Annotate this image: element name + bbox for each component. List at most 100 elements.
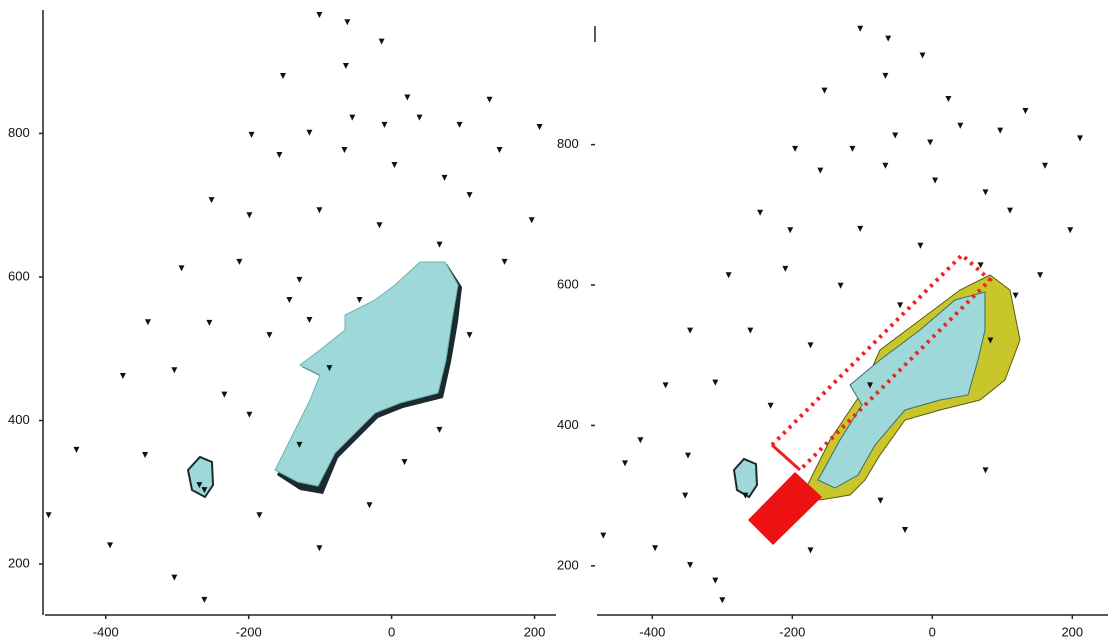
point xyxy=(808,342,814,348)
point xyxy=(768,403,774,409)
point xyxy=(787,227,793,233)
point xyxy=(401,459,407,465)
point xyxy=(857,226,863,232)
point xyxy=(467,332,473,338)
y-tick-label: 400 xyxy=(8,412,30,427)
y-tick-label: 200 xyxy=(8,555,30,570)
point xyxy=(932,177,938,183)
point xyxy=(201,597,207,603)
point xyxy=(920,52,926,58)
point xyxy=(712,578,718,584)
point xyxy=(276,152,282,158)
point xyxy=(878,498,884,504)
y-tick-label: 800 xyxy=(8,125,30,140)
point xyxy=(622,460,628,466)
point xyxy=(817,168,823,174)
point xyxy=(256,512,262,518)
point xyxy=(107,542,113,548)
y-tick-label: 400 xyxy=(557,417,579,432)
left-surfaces xyxy=(188,262,462,497)
point xyxy=(1013,293,1019,299)
point xyxy=(306,130,312,136)
point xyxy=(682,493,688,499)
point xyxy=(1007,208,1013,214)
point xyxy=(316,207,322,213)
point xyxy=(497,147,503,153)
point xyxy=(997,128,1003,134)
point xyxy=(537,124,543,130)
point xyxy=(296,277,302,283)
point xyxy=(316,12,322,18)
right-surfaces xyxy=(734,275,1020,500)
y-tick-label: 600 xyxy=(557,276,579,291)
point xyxy=(687,562,693,568)
point xyxy=(857,26,863,32)
point xyxy=(885,36,891,42)
point xyxy=(416,115,422,121)
point xyxy=(1042,163,1048,169)
point xyxy=(663,382,669,388)
point xyxy=(46,512,52,518)
y-tick-label: 200 xyxy=(557,557,579,572)
point xyxy=(344,19,350,25)
point xyxy=(120,373,126,379)
surface xyxy=(818,292,985,488)
point xyxy=(719,597,725,603)
point xyxy=(882,73,888,79)
point xyxy=(437,242,443,248)
point xyxy=(209,197,215,203)
point xyxy=(882,163,888,169)
point xyxy=(306,317,312,323)
point xyxy=(404,95,410,101)
x-tick-label: 200 xyxy=(1061,624,1083,639)
point xyxy=(957,123,963,129)
point xyxy=(600,533,606,539)
x-tick-label: -400 xyxy=(93,624,119,639)
point xyxy=(437,427,443,433)
point xyxy=(687,328,693,334)
point xyxy=(838,283,844,289)
y-tick-label: 800 xyxy=(557,136,579,151)
point xyxy=(757,210,763,216)
figure: -400-2000200200400600800-400-20002002004… xyxy=(0,0,1108,643)
point xyxy=(897,302,903,308)
point xyxy=(822,88,828,94)
point xyxy=(349,115,355,121)
point xyxy=(902,527,908,533)
x-tick-label: 0 xyxy=(929,624,936,639)
point xyxy=(1067,227,1073,233)
point xyxy=(457,122,463,128)
point xyxy=(652,545,658,551)
point xyxy=(73,447,79,453)
point xyxy=(286,297,292,303)
point xyxy=(892,133,898,139)
point xyxy=(712,380,718,386)
point xyxy=(266,332,272,338)
y-tick-label: 600 xyxy=(8,268,30,283)
point xyxy=(179,265,185,271)
point xyxy=(792,146,798,152)
point xyxy=(316,545,322,551)
point xyxy=(142,452,148,458)
point xyxy=(808,547,814,553)
surface xyxy=(188,457,213,497)
point xyxy=(442,175,448,181)
point xyxy=(726,272,732,278)
point xyxy=(502,259,508,265)
point xyxy=(487,97,493,103)
surface xyxy=(275,262,458,486)
point xyxy=(145,319,151,325)
point xyxy=(376,222,382,228)
point xyxy=(917,243,923,249)
point xyxy=(206,320,212,326)
point xyxy=(379,39,385,45)
annotation-edge xyxy=(772,445,800,470)
point xyxy=(467,192,473,198)
point xyxy=(381,122,387,128)
point xyxy=(236,259,242,265)
point xyxy=(356,297,362,303)
point xyxy=(529,217,535,223)
point xyxy=(366,502,372,508)
point xyxy=(1037,272,1043,278)
point xyxy=(685,453,691,459)
